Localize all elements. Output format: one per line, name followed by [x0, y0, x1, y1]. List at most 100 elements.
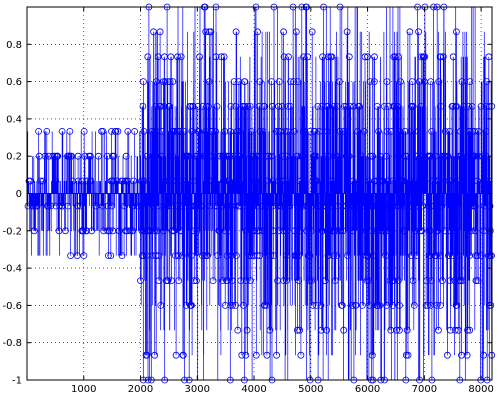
data-point-marker	[254, 28, 261, 36]
data-point-marker	[218, 202, 226, 210]
data-point-marker	[166, 103, 173, 110]
data-point-marker	[331, 277, 339, 285]
data-point-marker	[386, 202, 393, 210]
x-tick-label: 1000	[71, 384, 96, 395]
data-point-marker	[342, 152, 350, 160]
data-point-marker	[394, 103, 402, 110]
data-point-marker	[239, 301, 247, 309]
data-point-marker	[468, 103, 476, 110]
data-point-marker	[206, 202, 214, 210]
data-point-marker	[309, 177, 317, 185]
data-point-marker	[303, 227, 311, 235]
data-point-marker	[176, 177, 184, 185]
data-point-marker	[213, 202, 221, 210]
data-point-marker	[446, 326, 454, 334]
data-point-marker	[236, 202, 243, 210]
data-point-marker	[263, 202, 271, 210]
data-point-marker	[274, 202, 282, 210]
data-point-marker	[345, 53, 353, 61]
data-point-marker	[221, 227, 229, 235]
data-point-marker	[294, 78, 302, 85]
data-point-marker	[433, 252, 440, 260]
data-point-marker	[352, 301, 360, 309]
data-point-marker	[293, 252, 301, 260]
data-point-marker	[112, 127, 120, 135]
data-point-marker	[67, 252, 74, 260]
data-point-marker	[188, 227, 196, 235]
data-point-marker	[56, 202, 64, 210]
data-point-marker	[446, 177, 454, 185]
data-point-marker	[336, 127, 344, 135]
data-point-marker	[172, 351, 180, 359]
data-point-marker	[383, 127, 391, 135]
data-point-marker	[171, 127, 179, 135]
data-point-marker	[413, 202, 421, 210]
data-point-marker	[369, 252, 377, 260]
data-point-marker	[381, 202, 389, 210]
data-point-marker	[182, 301, 190, 309]
data-point-marker	[92, 202, 100, 210]
data-point-marker	[454, 202, 462, 210]
data-point-marker	[212, 53, 220, 61]
data-point-marker	[157, 301, 165, 309]
data-point-marker	[275, 227, 283, 235]
data-point-marker	[365, 277, 373, 285]
data-point-marker	[229, 301, 236, 309]
data-point-marker	[449, 202, 457, 210]
data-point-marker	[427, 152, 434, 160]
data-point-marker	[240, 202, 248, 210]
data-point-marker	[273, 351, 281, 359]
data-point-marker	[387, 127, 395, 135]
data-point-marker	[86, 152, 94, 160]
data-point-marker	[246, 277, 254, 285]
data-point-marker	[107, 252, 115, 260]
data-point-marker	[174, 252, 182, 260]
data-point-marker	[306, 252, 313, 260]
data-point-marker	[207, 28, 215, 36]
data-point-marker	[284, 127, 291, 135]
data-point-marker	[95, 152, 102, 160]
data-point-marker	[221, 127, 229, 135]
data-point-marker	[84, 177, 91, 185]
data-point-marker	[333, 103, 341, 110]
data-point-marker	[188, 127, 196, 135]
data-point-marker	[435, 78, 443, 85]
data-point-marker	[482, 127, 490, 135]
data-point-marker	[285, 53, 292, 61]
data-point-marker	[293, 152, 301, 160]
data-point-marker	[121, 177, 129, 185]
data-point-marker	[99, 202, 106, 210]
data-point-marker	[366, 301, 374, 309]
data-point-marker	[140, 252, 148, 260]
data-point-marker	[250, 152, 258, 160]
data-point-marker	[300, 53, 308, 61]
data-point-marker	[104, 227, 112, 235]
data-point-marker	[272, 127, 280, 135]
data-point-marker	[477, 103, 485, 110]
data-point-marker	[33, 202, 41, 210]
data-point-marker	[324, 227, 332, 235]
data-point-marker	[254, 202, 262, 210]
data-point-marker	[280, 53, 288, 61]
data-point-marker	[205, 78, 213, 85]
data-point-marker	[366, 152, 374, 160]
data-point-marker	[195, 127, 203, 135]
data-point-marker	[390, 277, 398, 285]
data-point-marker	[406, 177, 414, 185]
data-point-marker	[436, 301, 444, 309]
data-point-marker	[446, 127, 454, 135]
x-tick-label: 8000	[468, 384, 493, 395]
data-point-marker	[395, 152, 403, 160]
data-point-marker	[193, 227, 201, 235]
data-point-marker	[401, 127, 409, 135]
data-point-marker	[441, 127, 449, 135]
data-point-marker	[279, 227, 287, 235]
data-point-marker	[335, 78, 343, 85]
data-point-marker	[129, 227, 137, 235]
data-point-marker	[364, 53, 371, 61]
data-point-marker	[202, 28, 210, 36]
data-point-marker	[152, 78, 160, 85]
data-point-marker	[303, 202, 311, 210]
data-point-marker	[219, 277, 227, 285]
data-point-marker	[221, 177, 229, 185]
